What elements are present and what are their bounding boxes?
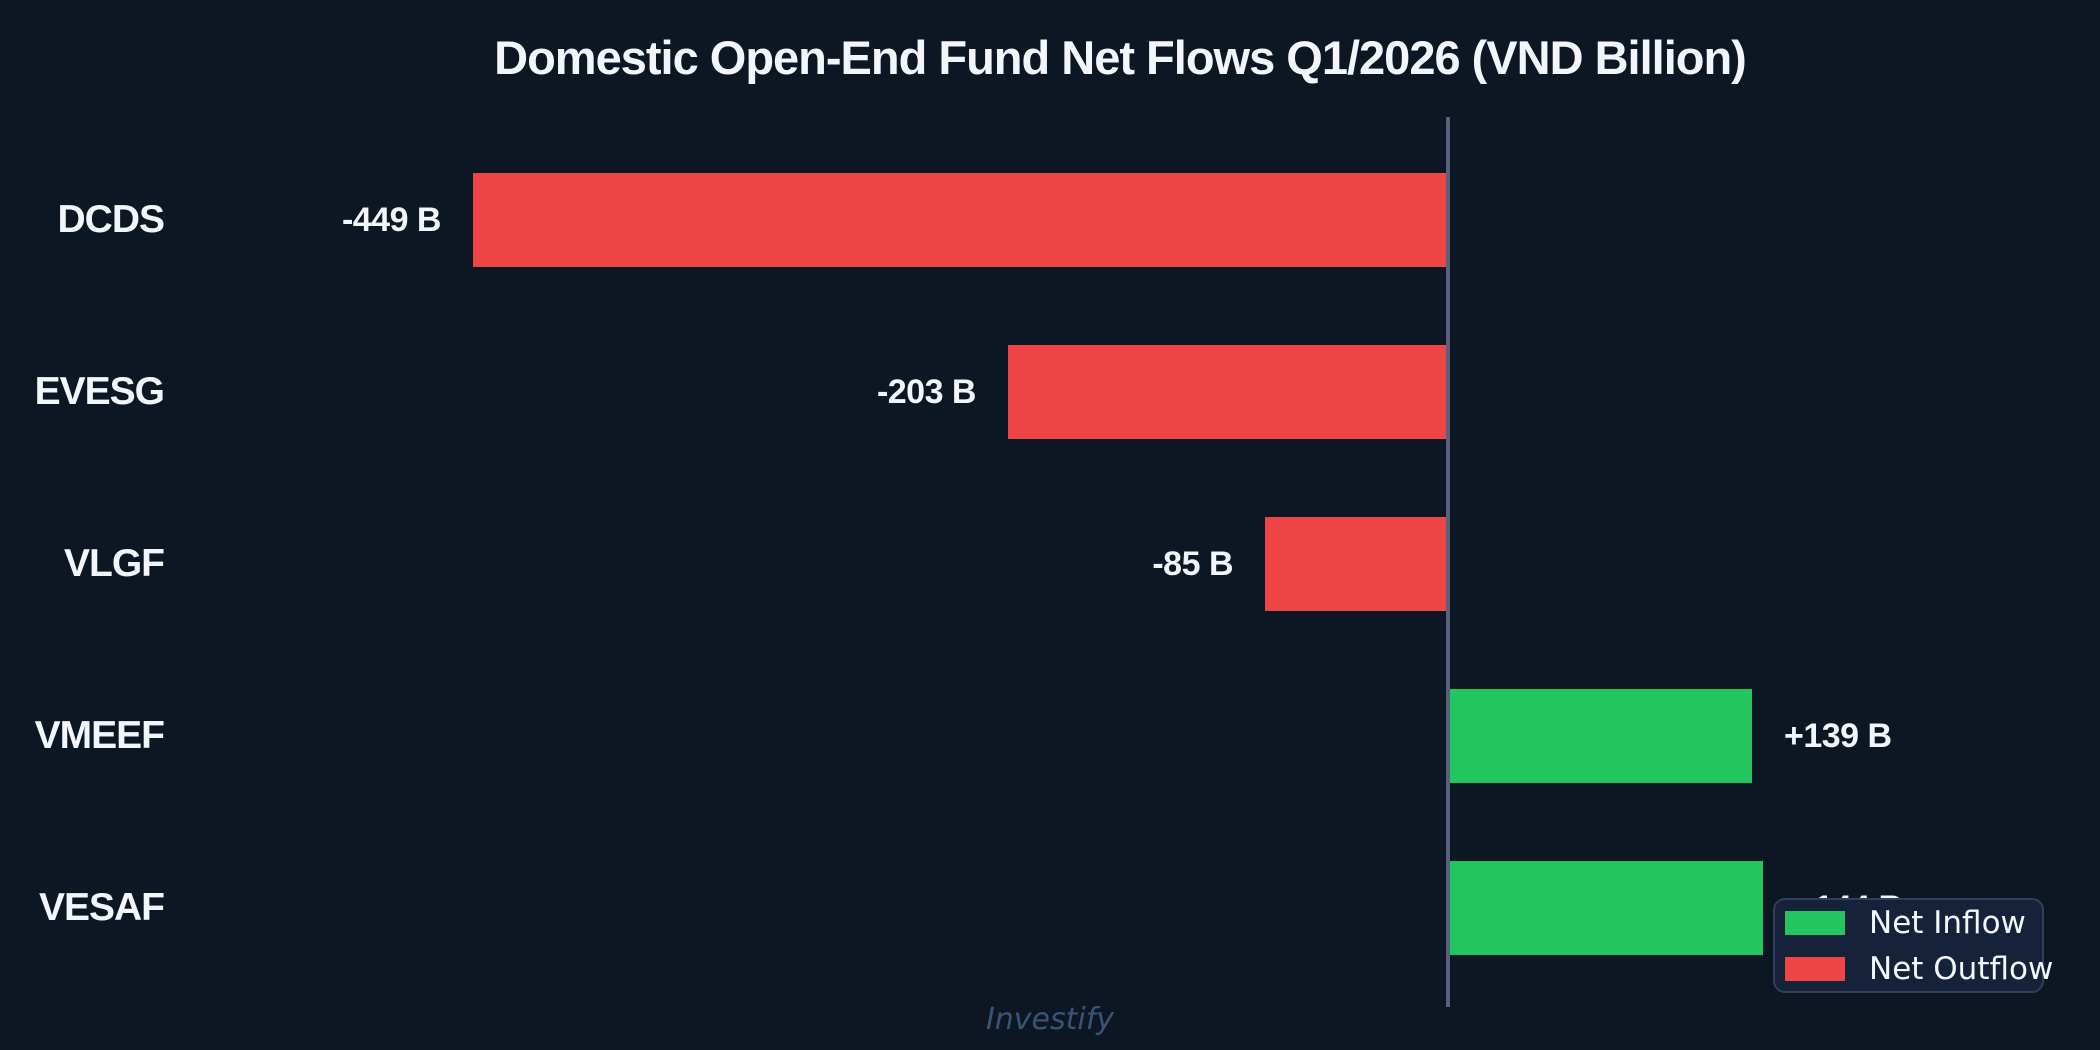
legend: Net Inflow Net Outflow — [1773, 898, 2053, 993]
zero-axis-line — [1446, 117, 1450, 1007]
category-label-dcds: DCDS — [57, 198, 165, 241]
value-label-vmeef: +139 B — [1784, 717, 1892, 755]
bar-evesg — [1008, 345, 1450, 439]
bar-vlgf — [1265, 517, 1450, 611]
legend-label-inflow: Net Inflow — [1869, 904, 2026, 941]
legend-label-outflow: Net Outflow — [1869, 950, 2054, 987]
bar-vesaf — [1450, 861, 1763, 955]
legend-swatch-outflow — [1785, 956, 1845, 981]
legend-swatch-inflow — [1785, 910, 1845, 935]
category-label-evesg: EVESG — [34, 370, 165, 413]
value-label-evesg: -203 B — [876, 373, 977, 411]
value-label-vlgf: -85 B — [1152, 545, 1233, 583]
category-label-vmeef: VMEEF — [34, 714, 165, 757]
watermark: Investify — [985, 1002, 1115, 1037]
bar-vmeef — [1450, 689, 1752, 783]
legend-row-outflow: Net Outflow — [1785, 951, 2053, 987]
legend-row-inflow: Net Inflow — [1785, 905, 2032, 941]
chart-title: Domestic Open-End Fund Net Flows Q1/2026… — [494, 31, 1747, 84]
value-label-dcds: -449 B — [341, 201, 442, 239]
category-label-vesaf: VESAF — [38, 886, 165, 929]
bar-dcds — [473, 173, 1450, 267]
category-label-vlgf: VLGF — [64, 542, 165, 585]
